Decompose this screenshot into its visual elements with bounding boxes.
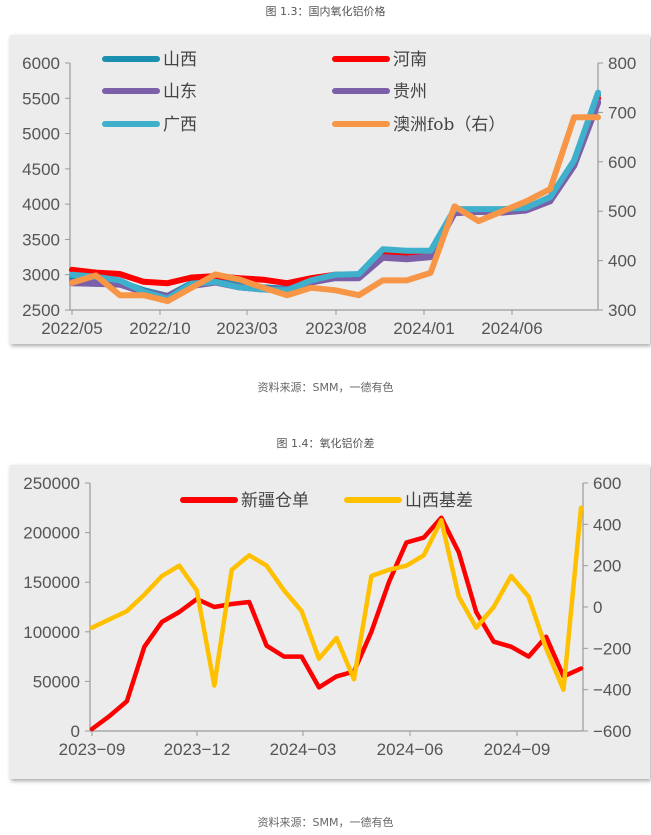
- x-tick-label: 2023/08: [305, 319, 366, 338]
- figure1-source: 资料来源：SMM，一德有色: [257, 381, 394, 394]
- y-tick-label: 5500: [22, 89, 60, 108]
- x-tick-label: 2024/01: [393, 319, 454, 338]
- y2-tick-label: −400: [593, 681, 631, 700]
- figure2-chart-frame: [10, 465, 650, 779]
- x-tick-label: 2022/05: [41, 319, 102, 338]
- x-tick-label: 2023−12: [164, 740, 231, 759]
- y-tick-label: 250000: [23, 474, 80, 493]
- y2-tick-label: 500: [608, 202, 636, 221]
- figure1-chart: 2500 3000 3500 4000 4500 5000 5500 6000 300 400 50…: [22, 50, 636, 338]
- y-tick-label: 0: [71, 722, 80, 741]
- x-tick-label: 2023/03: [216, 319, 277, 338]
- y-tick-label: 100000: [23, 623, 80, 642]
- y2-tick-label: 600: [608, 153, 636, 172]
- legend-label: 澳洲fob（右）: [393, 115, 505, 135]
- x-tick-label: 2024−06: [377, 740, 444, 759]
- y2-tick-label: 700: [608, 103, 636, 122]
- y-tick-label: 4000: [22, 195, 60, 214]
- legend-label: 山西: [163, 50, 197, 70]
- y-tick-label: 2500: [22, 301, 60, 320]
- x-tick-label: 2024/06: [481, 319, 542, 338]
- figure1-caption: 图 1.3：国内氧化铝价格: [265, 5, 386, 18]
- series-line: [89, 515, 584, 732]
- y-tick-label: 3000: [22, 266, 60, 285]
- legend-label: 河南: [393, 50, 427, 70]
- figure2-caption: 图 1.4：氧化铝价差: [276, 437, 375, 450]
- y2-tick-label: 200: [593, 557, 621, 576]
- y2-tick-label: 600: [593, 474, 621, 493]
- series-line: [89, 505, 584, 692]
- legend-label: 贵州: [393, 82, 427, 102]
- y-tick-label: 200000: [23, 524, 80, 543]
- y2-tick-label: 400: [608, 252, 636, 271]
- y-tick-label: 3500: [22, 230, 60, 249]
- series-line: [69, 114, 601, 305]
- figure2-source: 资料来源：SMM，一德有色: [257, 816, 394, 829]
- y2-tick-label: −200: [593, 639, 631, 658]
- legend-label: 山东: [163, 82, 197, 102]
- y-tick-label: 4500: [22, 160, 60, 179]
- y2-tick-label: 0: [593, 598, 602, 617]
- legend-label: 新疆仓单: [241, 491, 309, 511]
- y-tick-label: 50000: [33, 672, 80, 691]
- y2-tick-label: 800: [608, 54, 636, 73]
- series-line: [69, 100, 601, 300]
- y2-tick-label: 300: [608, 301, 636, 320]
- legend-label: 山西基差: [405, 491, 473, 511]
- y-tick-label: 150000: [23, 573, 80, 592]
- figure2-chart: 0 50000 100000 150000 200000 250000 −600 −400 −2…: [23, 474, 631, 759]
- x-tick-label: 2023−09: [59, 740, 126, 759]
- x-tick-label: 2024−03: [270, 740, 337, 759]
- y-tick-label: 6000: [22, 54, 60, 73]
- x-tick-label: 2024−09: [484, 740, 551, 759]
- x-tick-label: 2022/10: [129, 319, 190, 338]
- series-line: [69, 98, 601, 299]
- y2-tick-label: −600: [593, 722, 631, 741]
- y-tick-label: 5000: [22, 125, 60, 144]
- y2-tick-label: 400: [593, 515, 621, 534]
- legend-label: 广西: [163, 115, 197, 135]
